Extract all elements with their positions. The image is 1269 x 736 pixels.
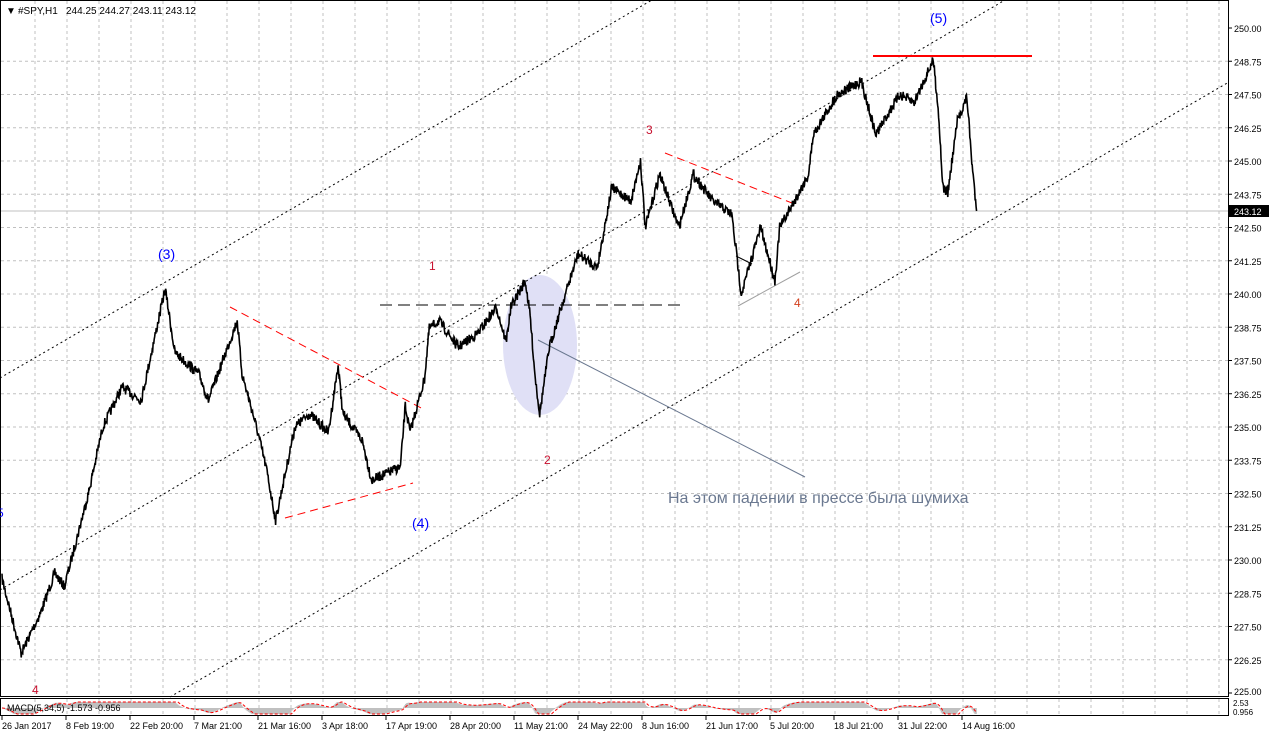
y-tick-label: 231.25 [1234, 523, 1262, 533]
wave-label-5-edge: 5 [0, 506, 4, 520]
triangle-trendline [229, 306, 426, 411]
x-tick-label: 8 Jun 16:00 [642, 721, 689, 731]
y-tick-label: 238.75 [1234, 323, 1262, 333]
grid [1, 1, 1228, 716]
highlight-ellipse [503, 275, 577, 415]
collapse-arrow-icon[interactable]: ▼ [6, 6, 16, 17]
subwave-label-2: 2 [544, 453, 551, 467]
x-tick-label: 7 Mar 21:00 [194, 721, 242, 731]
ohlc-label: 244.25 244.27 243.11 243.12 [66, 6, 196, 17]
price-line [1, 57, 978, 658]
drawings [0, 0, 1230, 698]
x-tick-label: 21 Jun 17:00 [706, 721, 758, 731]
current-price-marker [1229, 205, 1269, 218]
y-tick-label: 235.00 [1234, 423, 1262, 433]
note-pointer-line [537, 339, 806, 478]
wave4-support-line [737, 271, 801, 307]
channel-line [169, 81, 1230, 698]
y-tick-label: 243.75 [1234, 190, 1262, 200]
macd-panel-frame [0, 698, 1229, 716]
y-tick-label: 227.50 [1234, 623, 1262, 633]
triangle-trendline [284, 482, 414, 519]
y-tick-label: 230.00 [1234, 556, 1262, 566]
triangle-trendline [664, 152, 798, 206]
y-tick-label: 245.00 [1234, 157, 1262, 167]
macd-label: MACD(5,34,5) -1.573 -0.956 [7, 703, 121, 713]
y-tick-label: 233.75 [1234, 456, 1262, 466]
x-tick-label: 21 Mar 16:00 [258, 721, 311, 731]
x-tick-label: 22 Feb 20:00 [130, 721, 183, 731]
wave-label-3: (3) [158, 246, 175, 262]
axes: 250.00248.75247.50246.25245.00243.75242.… [1, 24, 1269, 731]
x-tick-label: 18 Jul 21:00 [834, 721, 883, 731]
macd-axis-top: 2.53 [1233, 699, 1249, 708]
subwave-label-4-edge: 4 [32, 683, 39, 697]
y-tick-label: 226.25 [1234, 656, 1262, 666]
x-tick-label: 14 Aug 16:00 [962, 721, 1015, 731]
y-tick-label: 241.25 [1234, 257, 1262, 267]
y-tick-label: 237.50 [1234, 357, 1262, 367]
x-tick-label: 28 Apr 20:00 [450, 721, 501, 731]
channel-line [0, 0, 653, 379]
subwave-label-4: 4 [794, 296, 801, 310]
x-tick-label: 31 Jul 22:00 [898, 721, 947, 731]
y-tick-label: 242.50 [1234, 224, 1262, 234]
annotation-note: На этом падении в прессе была шумиха [668, 490, 969, 507]
macd-panel [2, 701, 977, 715]
y-tick-label: 236.25 [1234, 390, 1262, 400]
y-tick-label: 250.00 [1234, 24, 1262, 34]
x-tick-label: 17 Apr 19:00 [386, 721, 437, 731]
macd-signal-line [2, 701, 977, 715]
wave-label-5: (5) [930, 10, 947, 26]
subwave-label-3: 3 [646, 123, 653, 137]
y-tick-label: 248.75 [1234, 57, 1262, 67]
y-tick-label: 246.25 [1234, 124, 1262, 134]
y-tick-label: 232.50 [1234, 490, 1262, 500]
y-tick-label: 225.00 [1234, 687, 1262, 697]
main-panel-frame [0, 0, 1229, 697]
macd-axis-value: 0.956 [1233, 708, 1254, 717]
x-tick-label: 11 May 21:00 [514, 721, 568, 731]
y-tick-label: 228.75 [1234, 589, 1262, 599]
y-tick-label: 247.50 [1234, 91, 1262, 101]
price-series [1, 57, 978, 658]
x-tick-label: 26 Jan 2017 [2, 721, 52, 731]
x-tick-label: 5 Jul 20:00 [770, 721, 814, 731]
wave-label-4: (4) [412, 515, 429, 531]
x-tick-label: 8 Feb 19:00 [66, 721, 114, 731]
subwave-label-1: 1 [429, 259, 436, 273]
symbol-label: #SPY,H1 [18, 6, 58, 17]
current-price-label: 243.12 [1234, 207, 1262, 217]
y-tick-label: 240.00 [1234, 290, 1262, 300]
x-tick-label: 24 May 22:00 [578, 721, 633, 731]
x-tick-label: 3 Apr 18:00 [322, 721, 368, 731]
